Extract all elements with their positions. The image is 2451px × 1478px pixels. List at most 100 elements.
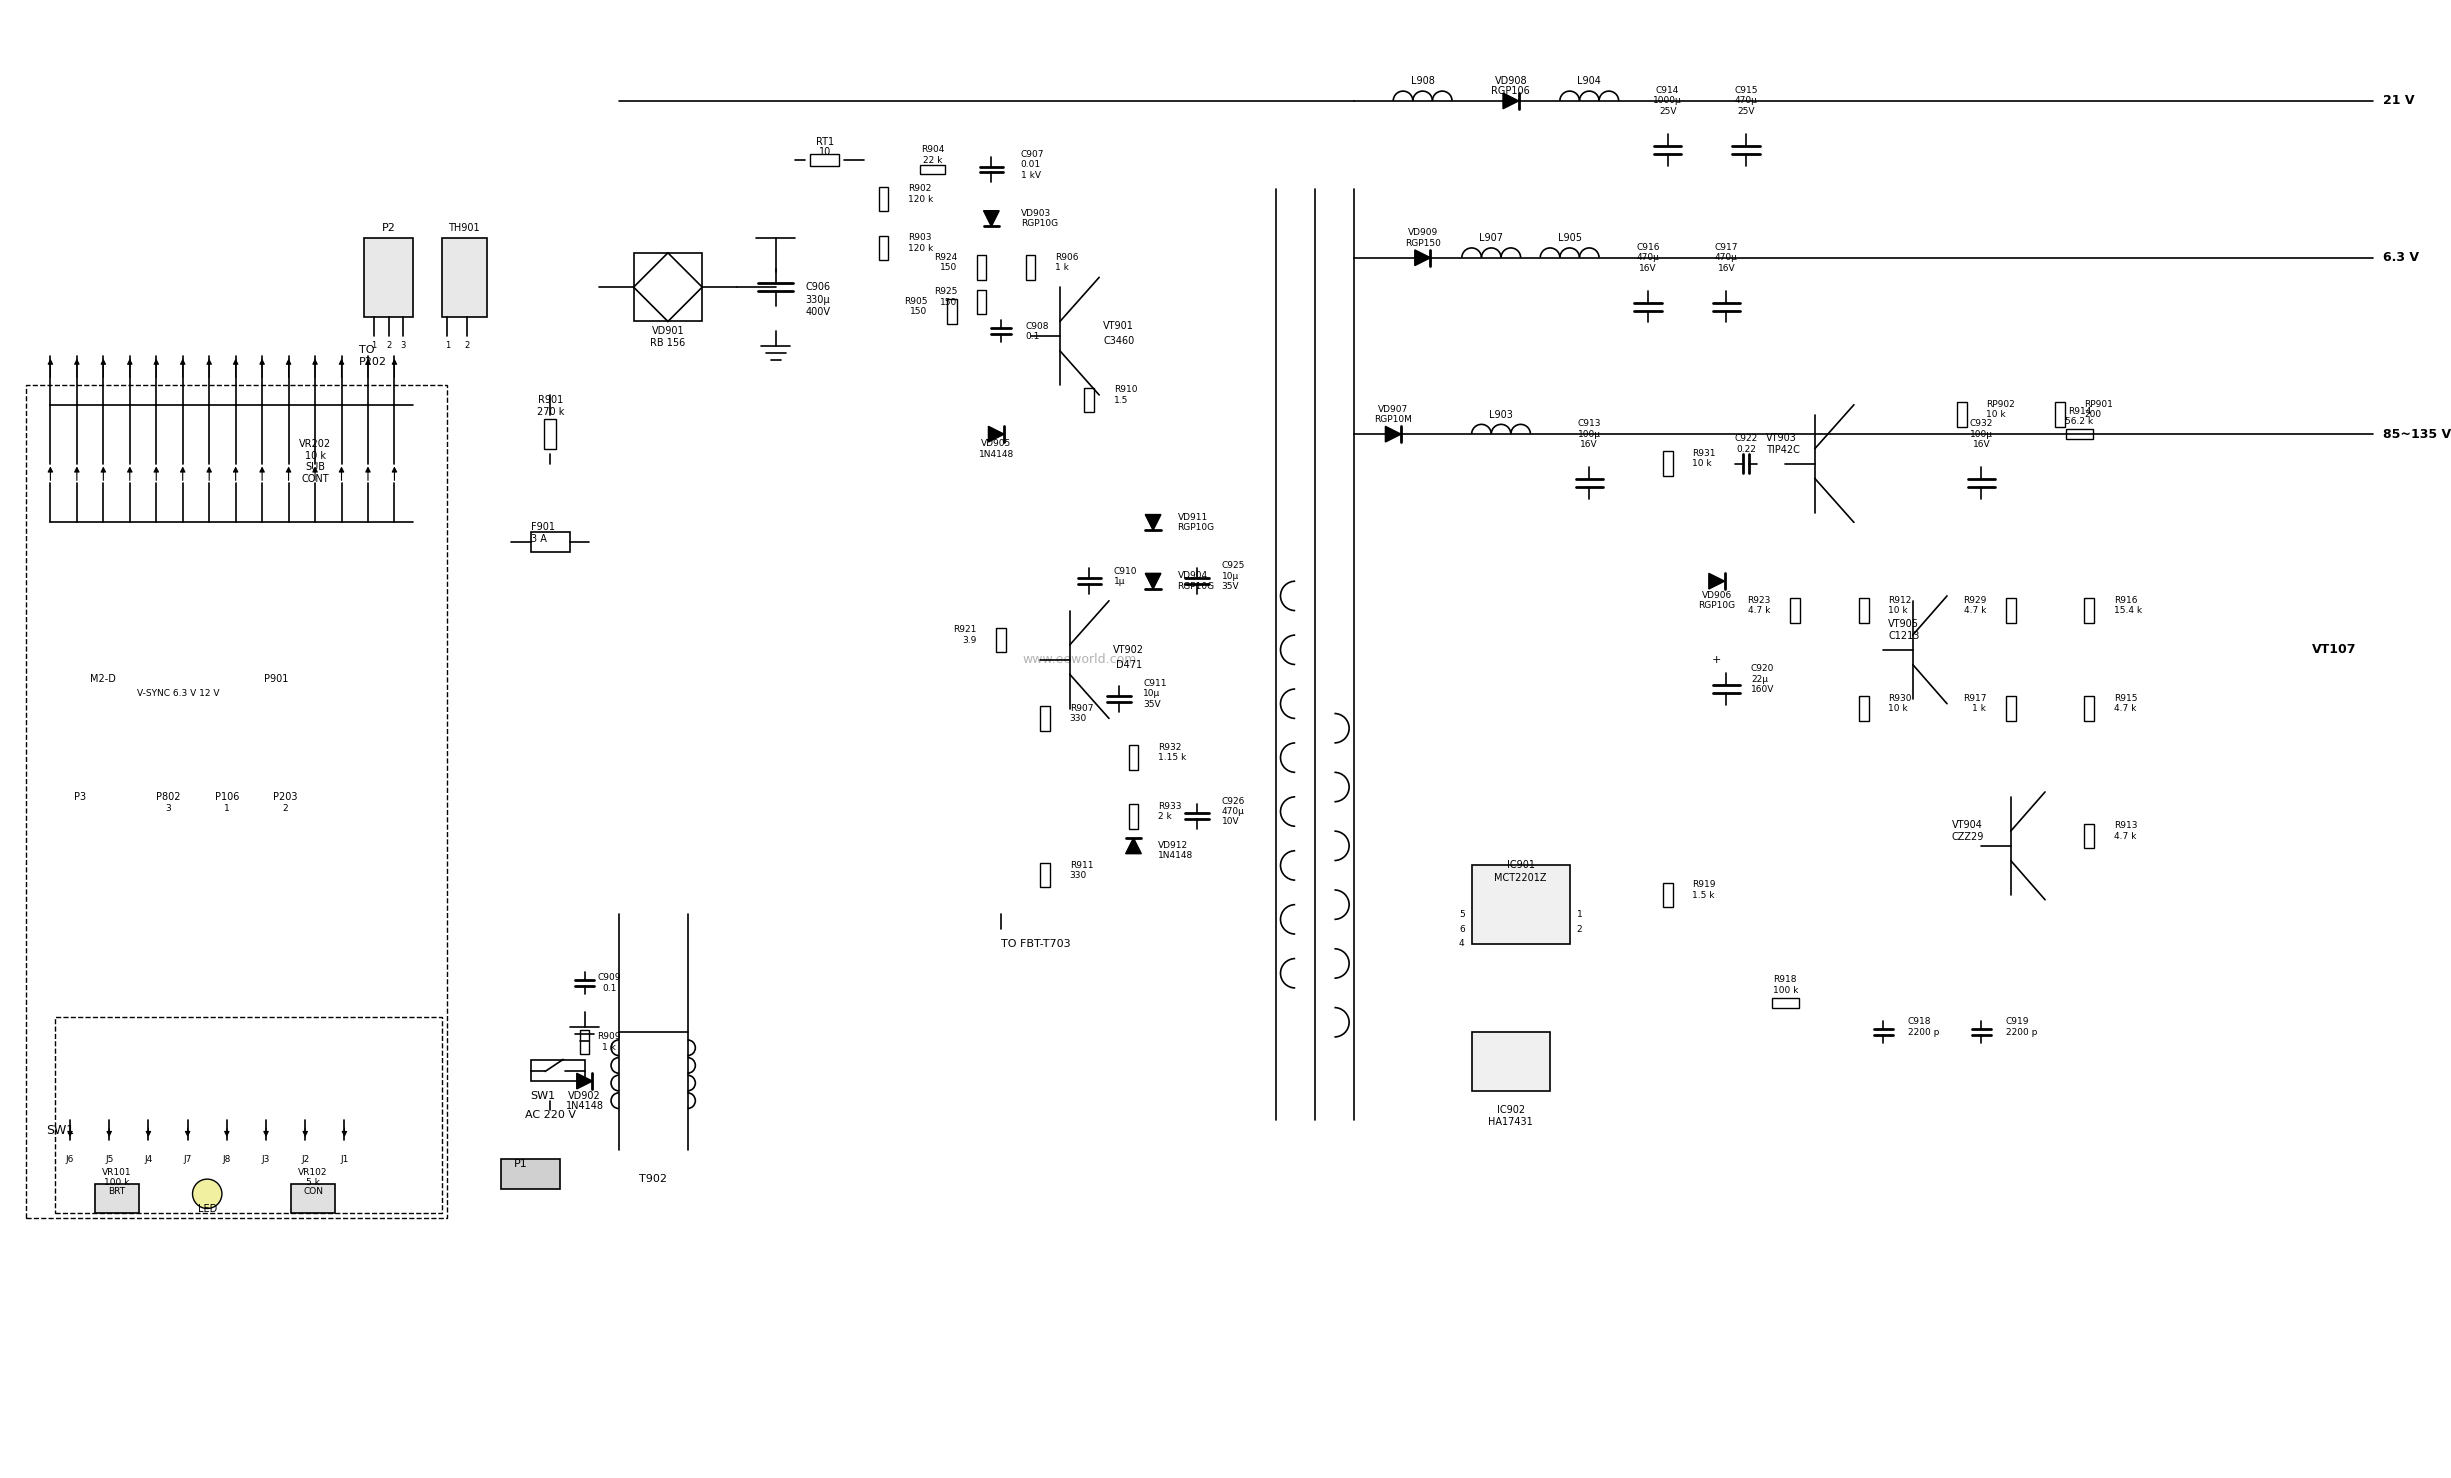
Text: C913
100μ
16V: C913 100μ 16V (1578, 420, 1601, 449)
Text: RP901
200: RP901 200 (2083, 401, 2113, 420)
Text: VR101: VR101 (103, 1168, 132, 1176)
Text: VD903
RGP10G: VD903 RGP10G (1020, 208, 1059, 228)
Bar (532, 1060, 586, 1080)
Text: C3460: C3460 (1103, 336, 1135, 346)
Text: R915
4.7 k: R915 4.7 k (2113, 695, 2137, 714)
Text: C909
0.1: C909 0.1 (598, 974, 620, 993)
Text: C911
10μ
35V: C911 10μ 35V (1142, 678, 1167, 709)
Text: V-SYNC 6.3 V 12 V: V-SYNC 6.3 V 12 V (137, 689, 218, 699)
Text: R902
120 k: R902 120 k (907, 185, 934, 204)
Text: AC 220 V: AC 220 V (525, 1110, 576, 1120)
Text: 5 k: 5 k (306, 1178, 321, 1187)
Text: TH901: TH901 (449, 223, 480, 234)
Polygon shape (1125, 838, 1142, 854)
Bar (2083, 599, 2093, 622)
Bar (2083, 696, 2093, 721)
Text: VD912
1N4148: VD912 1N4148 (1157, 841, 1194, 860)
Bar (1025, 256, 1034, 279)
Text: C916
470μ
16V: C916 470μ 16V (1637, 242, 1659, 272)
Text: C917
470μ
16V: C917 470μ 16V (1716, 242, 1738, 272)
Bar (1858, 696, 1868, 721)
Text: C919
2200 p: C919 2200 p (2005, 1017, 2037, 1038)
Text: VD906
RGP10G: VD906 RGP10G (1699, 591, 1735, 610)
Text: R933
2 k: R933 2 k (1157, 803, 1181, 822)
Text: IC902: IC902 (1498, 1106, 1525, 1116)
Text: 6: 6 (1458, 925, 1466, 934)
Text: 3: 3 (164, 804, 172, 813)
Text: M2-D: M2-D (91, 674, 115, 684)
Text: VT902: VT902 (1113, 644, 1145, 655)
Bar (2054, 402, 2064, 427)
Text: 4: 4 (1458, 940, 1466, 949)
Bar (1083, 387, 1093, 412)
Text: VD902: VD902 (569, 1091, 600, 1101)
Text: VT903
TIP42C: VT903 TIP42C (1765, 433, 1799, 455)
Text: P1: P1 (515, 1159, 527, 1169)
Polygon shape (1502, 93, 1520, 109)
Bar (2005, 599, 2015, 622)
Text: P901: P901 (265, 674, 289, 684)
Text: J7: J7 (184, 1154, 191, 1165)
Text: CONT: CONT (301, 474, 328, 485)
Bar (1772, 998, 1799, 1008)
Text: L908: L908 (1412, 77, 1434, 86)
Text: L903: L903 (1490, 409, 1512, 420)
Text: 3 A: 3 A (532, 534, 547, 544)
Polygon shape (1145, 573, 1162, 590)
Text: C925
10μ
35V: C925 10μ 35V (1221, 562, 1245, 591)
Text: VD911
RGP10G: VD911 RGP10G (1176, 513, 1216, 532)
Bar (635, 253, 701, 321)
Text: VR202: VR202 (299, 439, 331, 449)
Text: P106: P106 (216, 792, 240, 803)
Text: J2: J2 (301, 1154, 309, 1165)
Text: R918
100 k: R918 100 k (1772, 975, 1799, 995)
Text: R931
10 k: R931 10 k (1691, 449, 1716, 469)
Text: MCT2201Z: MCT2201Z (1495, 873, 1547, 884)
Bar (2083, 823, 2093, 848)
Bar (995, 628, 1005, 652)
Text: T902: T902 (640, 1174, 667, 1184)
Text: J4: J4 (145, 1154, 152, 1165)
Bar (544, 420, 556, 449)
Bar (1127, 745, 1137, 770)
Text: VD901: VD901 (652, 327, 684, 337)
Bar (1471, 866, 1569, 944)
Text: SW1: SW1 (532, 1091, 556, 1101)
Text: P2: P2 (382, 223, 395, 234)
Text: C932
100μ
16V: C932 100μ 16V (1971, 420, 1993, 449)
Text: 2: 2 (282, 804, 289, 813)
Bar (292, 1184, 336, 1213)
Text: R903
120 k: R903 120 k (907, 234, 934, 253)
Text: C926
470μ
10V: C926 470μ 10V (1221, 797, 1245, 826)
Text: R923
4.7 k: R923 4.7 k (1748, 596, 1770, 615)
Bar (919, 164, 944, 174)
Text: 10 k: 10 k (304, 451, 326, 461)
Polygon shape (983, 211, 1000, 226)
Text: TO FBT-T703: TO FBT-T703 (1000, 939, 1071, 949)
Bar (1662, 882, 1672, 907)
Text: C922
0.22: C922 0.22 (1735, 435, 1757, 454)
Text: 330μ: 330μ (804, 296, 831, 304)
Bar (1789, 599, 1799, 622)
Text: P3: P3 (74, 792, 86, 803)
Text: L904: L904 (1578, 77, 1601, 86)
Text: VT107: VT107 (2311, 643, 2355, 656)
Text: R914
56.2 k: R914 56.2 k (2066, 406, 2093, 426)
Text: R925
150: R925 150 (934, 287, 956, 306)
Text: RP902
10 k: RP902 10 k (1985, 401, 2015, 420)
Text: R909
1 k: R909 1 k (598, 1032, 620, 1051)
Text: C908
0.1: C908 0.1 (1025, 322, 1049, 341)
Text: C915
470μ
25V: C915 470μ 25V (1735, 86, 1757, 115)
Text: R932
1.15 k: R932 1.15 k (1157, 743, 1186, 763)
Text: 270 k: 270 k (537, 406, 564, 417)
Text: 10: 10 (819, 146, 831, 157)
Text: BRT: BRT (108, 1187, 125, 1196)
Text: R906
1 k: R906 1 k (1054, 253, 1078, 272)
Bar (877, 186, 887, 211)
Text: www.eeworld.com: www.eeworld.com (1022, 653, 1137, 667)
Bar (1039, 863, 1049, 887)
Text: L907: L907 (1480, 234, 1502, 244)
Bar (581, 1030, 591, 1054)
Circle shape (194, 1179, 223, 1209)
Text: VD907
RGP10M: VD907 RGP10M (1375, 405, 1412, 424)
